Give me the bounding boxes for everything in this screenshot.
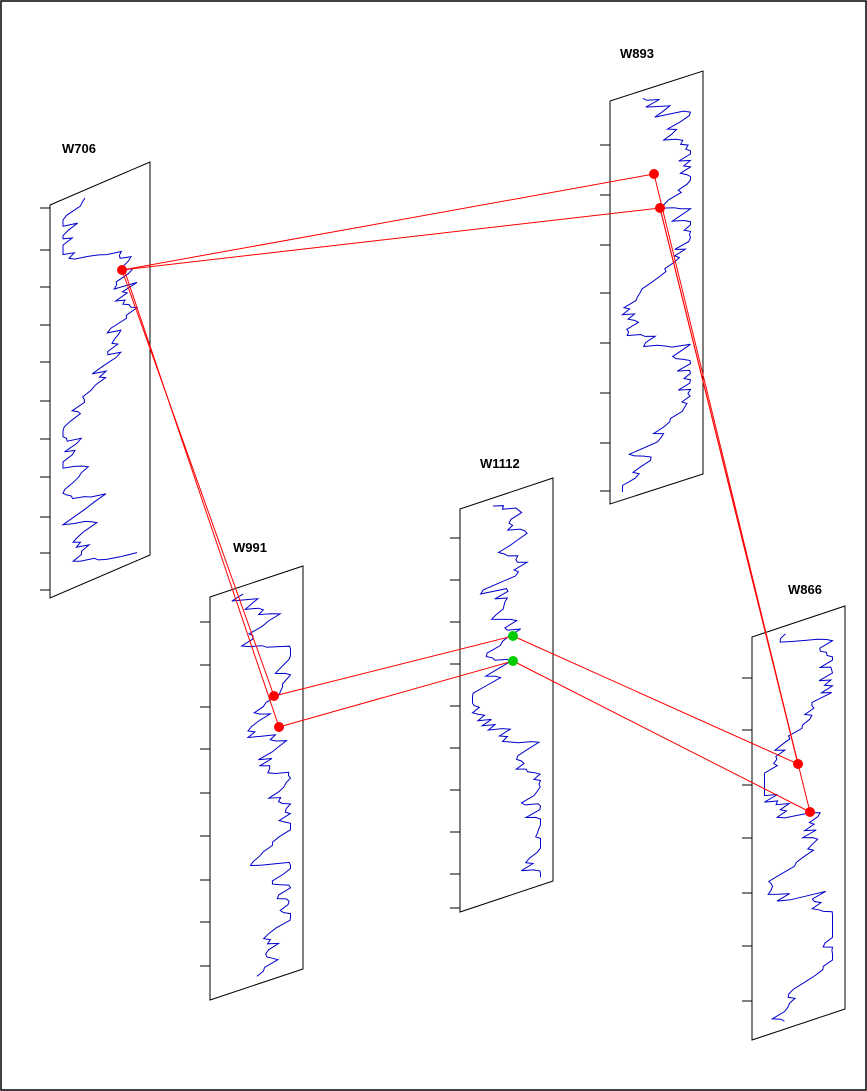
correlation-line-w706-w893 — [121, 173, 655, 271]
well-title-w1112: W1112 — [480, 456, 520, 471]
log-curve — [620, 97, 693, 492]
well-title-w893: W893 — [620, 46, 654, 61]
well-title-w866: W866 — [788, 582, 822, 597]
correlation-line-w893-w866 — [659, 207, 799, 765]
panel-frame — [49, 161, 151, 599]
log-curve — [471, 505, 542, 878]
well-panel-w1112 — [450, 477, 554, 913]
horizon-marker-w893[interactable] — [649, 169, 659, 179]
well-title-w991: W991 — [233, 540, 267, 555]
horizon-marker-w893[interactable] — [655, 203, 665, 213]
panel-frame — [609, 70, 704, 505]
correlation-line-w991-w1112 — [273, 635, 514, 697]
log-curve — [61, 197, 139, 562]
panel-frame — [209, 565, 304, 1001]
well-panel-w893 — [600, 70, 704, 505]
correlation-line-w1112-w866 — [512, 660, 811, 813]
well-panel-w866 — [742, 605, 846, 1041]
log-curve — [231, 593, 292, 977]
log-curve — [764, 633, 835, 1022]
correlation-line-w706-w991 — [124, 271, 280, 728]
horizon-marker-w866[interactable] — [793, 759, 803, 769]
well-title-w706: W706 — [62, 141, 96, 156]
horizon-marker-w1112[interactable] — [508, 631, 518, 641]
correlation-line-w706-w991 — [121, 269, 275, 697]
horizon-marker-w1112[interactable] — [508, 656, 518, 666]
horizon-marker-w991[interactable] — [274, 722, 284, 732]
well-panel-w991 — [200, 565, 304, 1001]
correlation-line-w706-w893 — [121, 207, 661, 271]
panel-frame — [459, 477, 554, 913]
horizon-marker-w991[interactable] — [269, 691, 279, 701]
panel-frame — [751, 605, 846, 1041]
well-panel-w706 — [40, 161, 151, 599]
horizon-marker-w706[interactable] — [117, 265, 127, 275]
correlation-line-w991-w1112 — [278, 660, 514, 728]
horizon-marker-w866[interactable] — [805, 807, 815, 817]
correlation-line-w1112-w866 — [512, 635, 799, 765]
